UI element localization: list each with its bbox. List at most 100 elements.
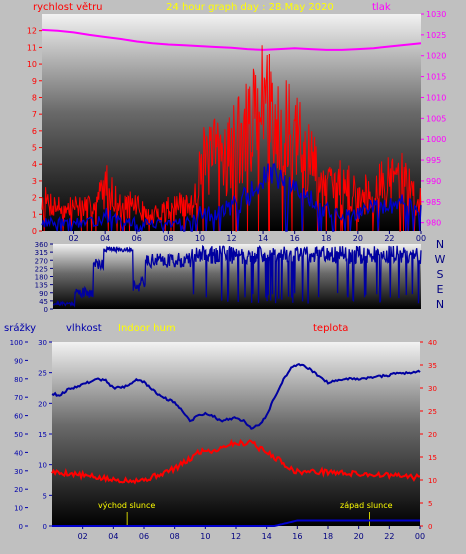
compass-label: W	[435, 253, 446, 266]
humidity-outer-tick-label: 100	[10, 339, 23, 347]
precip-tick-label: 20	[38, 400, 47, 408]
pressure-tick-label: 985	[426, 198, 441, 207]
temperature-tick-label: 15	[428, 454, 437, 462]
wind-time-tick-label: 16	[290, 234, 300, 243]
temperature-axis: 0 5 10 15 20 25 30 35 40	[420, 339, 437, 531]
humidity-outer-tick-label: 0	[19, 523, 23, 531]
temperature-tick-label: 10	[428, 477, 437, 485]
wind-speed-tick-label: 6	[32, 127, 37, 136]
direction-tick-label: 180	[35, 274, 48, 282]
direction-tick-label: 360	[35, 241, 48, 249]
humidity-time-axis: 02 04 06 08 10 12 14 16 18 20 22 00	[78, 526, 425, 541]
wind-speed-tick-label: 10	[27, 60, 37, 69]
humidity-line	[51, 362, 421, 430]
pressure-axis-title: tlak	[372, 2, 391, 13]
wind-speed-tick-label: 7	[32, 110, 37, 119]
wind-axis-title: rychlost větru	[33, 1, 103, 13]
precip-axis-title: srážky	[4, 322, 36, 334]
humidity-outer-tick-label: 40	[14, 449, 23, 457]
pressure-line	[41, 28, 422, 51]
pressure-axis: 980 985 990 995 1000 1005 1010 1015 1020 1025 1030	[421, 10, 446, 228]
pressure-tick-label: 1015	[426, 73, 446, 82]
wind-time-axis: 02 04 06 08 10 12 14 16 18 20 22 00	[68, 231, 426, 243]
wind-chart-title: 24 hour graph day : 28.May 2020	[166, 2, 334, 13]
direction-tick-label: 135	[35, 282, 48, 290]
pressure-tick-label: 990	[426, 177, 441, 186]
wind-time-tick-label: 22	[384, 234, 394, 243]
humidity-plot-area	[52, 342, 420, 526]
direction-series	[52, 244, 422, 308]
precip-tick-label: 15	[38, 431, 47, 439]
humidity-axis-title: vlhkost	[66, 323, 102, 334]
humidity-time-tick-label: 00	[415, 532, 425, 541]
wind-time-tick-label: 04	[100, 234, 110, 243]
wind-time-tick-label: 20	[353, 234, 363, 243]
humidity-outer-tick-label: 30	[14, 468, 23, 476]
precip-tick-label: 25	[38, 370, 47, 378]
humidity-axis: 0 10 20 30 40 50 60 70 80 90 100	[10, 339, 28, 531]
wind-speed-tick-label: 2	[32, 194, 37, 203]
sunset-annotation: západ slunce	[340, 501, 393, 510]
wind-speed-tick-label: 12	[27, 27, 37, 36]
compass-label: S	[437, 268, 444, 281]
pressure-tick-label: 1030	[426, 10, 446, 19]
wind-direction-line	[52, 244, 422, 308]
precip-tick-label: 10	[38, 462, 47, 470]
wind-time-tick-label: 18	[321, 234, 331, 243]
indoor-hum-legend: Indoor hum	[118, 323, 176, 334]
pressure-tick-label: 1025	[426, 31, 446, 40]
wind-speed-tick-label: 0	[32, 227, 37, 236]
pressure-tick-label: 1005	[426, 114, 446, 123]
humidity-outer-tick-label: 20	[14, 486, 23, 494]
precipitation-line	[52, 519, 420, 527]
wind-speed-tick-label: 11	[27, 43, 37, 52]
direction-tick-label: 90	[39, 290, 48, 298]
humidity-time-tick-label: 08	[170, 532, 180, 541]
direction-tick-label: 225	[35, 265, 48, 273]
wind-time-tick-label: 14	[258, 234, 268, 243]
wind-gust-line	[41, 45, 422, 232]
humidity-time-tick-label: 02	[78, 532, 88, 541]
temperature-tick-label: 25	[428, 408, 437, 416]
humidity-time-tick-label: 10	[200, 532, 210, 541]
pressure-tick-label: 1000	[426, 135, 446, 144]
wind-speed-tick-label: 5	[32, 144, 37, 153]
precip-tick-label: 0	[43, 523, 47, 531]
temperature-tick-label: 35	[428, 362, 437, 370]
pressure-tick-label: 1010	[426, 93, 446, 102]
sunrise-annotation: východ slunce	[98, 501, 155, 510]
humidity-time-tick-label: 16	[292, 532, 302, 541]
temperature-tick-label: 30	[428, 385, 437, 393]
compass-label: N	[436, 298, 444, 311]
temperature-axis-title: teplota	[313, 323, 348, 334]
temperature-tick-label: 40	[428, 339, 437, 347]
wind-speed-tick-label: 4	[32, 160, 37, 169]
compass-label: N	[436, 238, 444, 251]
humidity-time-tick-label: 14	[262, 532, 272, 541]
wind-time-tick-label: 02	[68, 234, 78, 243]
temperature-tick-label: 5	[428, 500, 432, 508]
wind-speed-tick-label: 8	[32, 93, 37, 102]
humidity-outer-tick-label: 10	[14, 505, 23, 513]
compass-label: E	[437, 283, 444, 296]
wind-time-tick-label: 10	[195, 234, 205, 243]
pressure-tick-label: 1020	[426, 52, 446, 61]
humidity-time-tick-label: 06	[139, 532, 149, 541]
humidity-outer-tick-label: 70	[14, 394, 23, 402]
precip-tick-label: 5	[43, 492, 47, 500]
humidity-series	[51, 362, 421, 527]
humidity-time-tick-label: 20	[354, 532, 364, 541]
direction-tick-label: 0	[44, 306, 48, 314]
pressure-tick-label: 995	[426, 156, 441, 165]
wind-time-tick-label: 12	[226, 234, 236, 243]
wind-time-tick-label: 08	[163, 234, 173, 243]
humidity-time-tick-label: 22	[384, 532, 394, 541]
humidity-time-tick-label: 04	[108, 532, 118, 541]
wind-speed-tick-label: 1	[32, 210, 37, 219]
wind-speed-tick-label: 3	[32, 177, 37, 186]
